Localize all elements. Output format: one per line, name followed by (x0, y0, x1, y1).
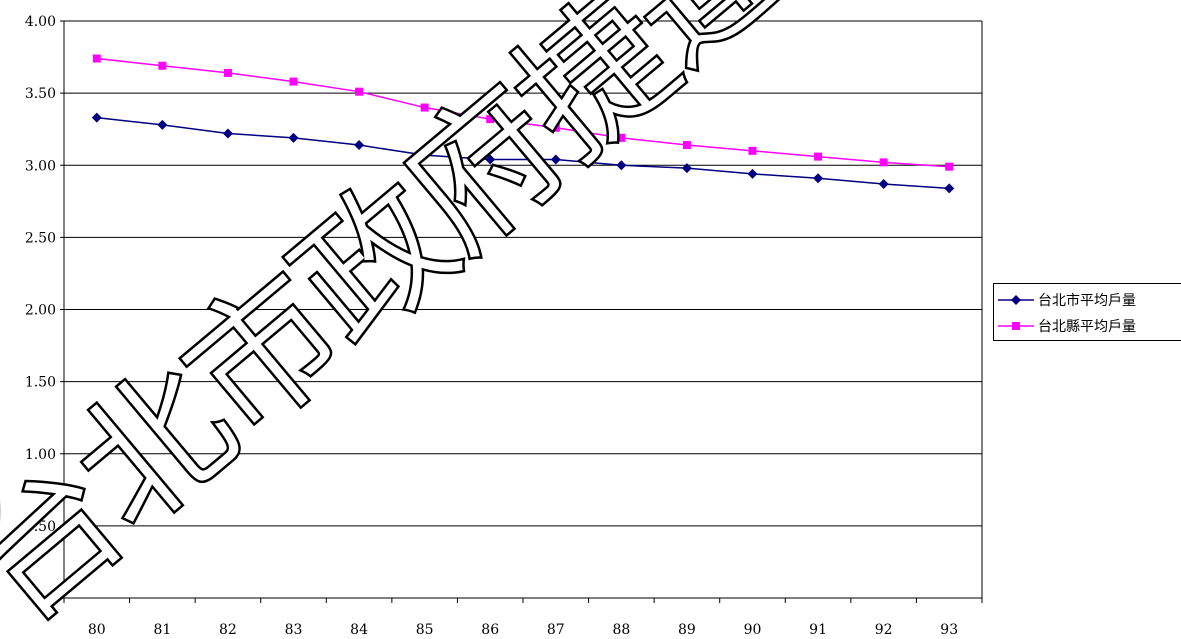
x-axis-ticks: 80 81 82 83 84 85 86 87 88 89 90 91 92 93 (63, 598, 983, 638)
x-tick-label: 88 (612, 622, 630, 638)
gridlines (64, 20, 983, 598)
legend-item-taipei-city: 台北市平均戶量 (998, 288, 1136, 312)
data-point (158, 61, 167, 70)
y-tick-label: 4.00 (25, 14, 56, 30)
y-tick-label: - (51, 591, 56, 607)
data-point (551, 123, 560, 132)
data-point (747, 168, 758, 179)
x-tick-label: 91 (809, 622, 827, 638)
y-tick-label: 3.00 (25, 158, 56, 174)
y-axis-ticks: - 0.50 1.00 1.50 2.00 2.50 3.00 3.50 4.00 (25, 14, 64, 607)
x-tick-label: 87 (547, 622, 565, 638)
data-point (945, 162, 954, 171)
legend-marker-diamond (998, 295, 1034, 305)
data-point (748, 146, 757, 155)
data-point (550, 154, 561, 165)
y-tick-label: 3.50 (25, 86, 56, 102)
data-point (223, 68, 232, 77)
legend-label: 台北市平均戶量 (1038, 293, 1136, 309)
data-point (486, 115, 495, 124)
x-tick-label: 92 (875, 622, 893, 638)
data-point (157, 119, 168, 130)
series-group (91, 54, 955, 194)
data-point (813, 173, 824, 184)
legend-item-taipei-county: 台北縣平均戶量 (998, 314, 1136, 338)
data-point (878, 179, 889, 190)
data-point (681, 163, 692, 174)
x-tick-label: 82 (219, 622, 237, 638)
data-point (222, 128, 233, 139)
data-point (354, 140, 365, 151)
data-point (485, 154, 496, 165)
data-point (355, 87, 364, 96)
x-tick-label: 85 (416, 622, 434, 638)
data-point (91, 112, 102, 123)
y-tick-label: 2.50 (25, 230, 56, 246)
legend-marker-square (998, 322, 1034, 330)
data-point (288, 132, 299, 143)
data-point (419, 150, 430, 161)
data-point (879, 158, 888, 167)
data-point (617, 133, 626, 142)
y-tick-label: 0.50 (25, 519, 56, 535)
data-point (420, 103, 429, 112)
series-line-1 (96, 57, 950, 168)
x-tick-label: 90 (744, 622, 762, 638)
y-tick-label: 1.00 (25, 447, 56, 463)
data-point (944, 183, 955, 194)
x-tick-label: 86 (481, 622, 499, 638)
data-point (682, 141, 691, 150)
x-tick-label: 80 (88, 622, 106, 638)
y-tick-label: 1.50 (25, 375, 56, 391)
x-tick-label: 93 (940, 622, 958, 638)
x-tick-label: 81 (153, 622, 171, 638)
legend-label: 台北縣平均戶量 (1038, 319, 1136, 335)
x-tick-label: 83 (285, 622, 303, 638)
x-tick-label: 89 (678, 622, 696, 638)
x-tick-label: 84 (350, 622, 368, 638)
series-line-0 (96, 116, 950, 190)
data-point (814, 152, 823, 161)
data-point (616, 160, 627, 171)
y-tick-label: 2.00 (25, 303, 56, 319)
data-point (289, 77, 298, 86)
data-point (92, 54, 101, 63)
legend: 台北市平均戶量 台北縣平均戶量 (993, 283, 1181, 341)
